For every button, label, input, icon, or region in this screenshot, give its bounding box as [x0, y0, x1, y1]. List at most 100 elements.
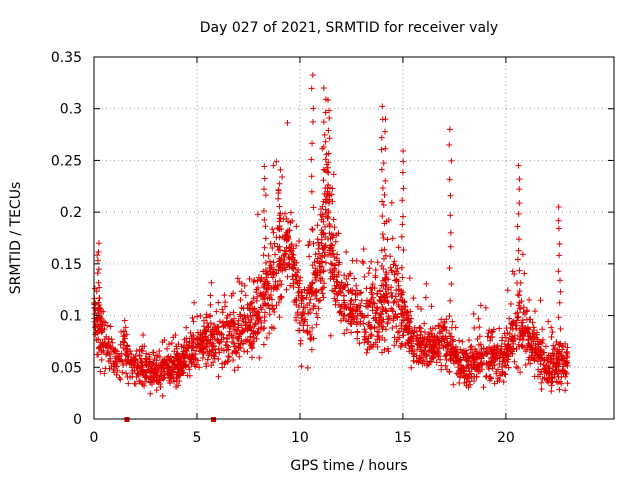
- data-point: [277, 166, 284, 173]
- data-point: [557, 325, 564, 332]
- data-point: [380, 234, 387, 241]
- data-point: [400, 147, 407, 154]
- data-point: [410, 357, 417, 364]
- data-point: [273, 158, 280, 165]
- data-point: [330, 250, 337, 257]
- data-point: [297, 320, 304, 327]
- data-point: [322, 138, 329, 145]
- data-point: [279, 173, 286, 180]
- data-point: [254, 211, 261, 218]
- data-point: [341, 312, 348, 319]
- data-point: [400, 213, 407, 220]
- data-point: [276, 180, 283, 187]
- data-point: [504, 287, 511, 294]
- data-point: [514, 223, 521, 230]
- data-point: [117, 376, 124, 383]
- data-point: [153, 387, 160, 394]
- data-point: [514, 256, 521, 263]
- data-point: [507, 300, 514, 307]
- data-point: [322, 223, 329, 230]
- data-point: [513, 325, 520, 332]
- data-point: [242, 292, 249, 299]
- data-point: [308, 346, 315, 353]
- data-point: [516, 292, 523, 299]
- data-point: [235, 364, 242, 371]
- data-point: [246, 275, 253, 282]
- data-points: [91, 72, 571, 399]
- data-point: [382, 116, 389, 123]
- data-point: [388, 289, 395, 296]
- data-point: [548, 388, 555, 395]
- data-point: [321, 131, 328, 138]
- data-point: [446, 176, 453, 183]
- data-point: [351, 275, 358, 282]
- data-point: [516, 200, 523, 207]
- data-point: [379, 103, 386, 110]
- data-point: [453, 370, 460, 377]
- data-point: [262, 235, 269, 242]
- data-point: [556, 277, 563, 284]
- data-point: [314, 314, 321, 321]
- data-point: [358, 289, 365, 296]
- data-point: [447, 212, 454, 219]
- data-point: [341, 330, 348, 337]
- data-point: [261, 244, 268, 251]
- data-point: [264, 270, 271, 277]
- data-point: [319, 290, 326, 297]
- data-point: [393, 323, 400, 330]
- data-point: [399, 197, 406, 204]
- data-point: [260, 341, 267, 348]
- data-point: [514, 280, 521, 287]
- data-point: [379, 213, 386, 220]
- data-point: [216, 318, 223, 325]
- data-point: [374, 259, 381, 266]
- data-point: [382, 145, 389, 152]
- data-point: [556, 240, 563, 247]
- data-point: [485, 330, 492, 337]
- y-tick-label: 0.25: [51, 153, 82, 169]
- data-point: [309, 118, 316, 125]
- data-point: [556, 252, 563, 259]
- data-point: [382, 128, 389, 135]
- data-point: [320, 85, 327, 92]
- data-point: [555, 314, 562, 321]
- data-point: [293, 223, 300, 230]
- data-point: [514, 314, 521, 321]
- data-point: [310, 105, 317, 112]
- data-point: [496, 325, 503, 332]
- data-point: [110, 366, 117, 373]
- data-point: [221, 292, 228, 299]
- data-point: [450, 381, 457, 388]
- data-point: [408, 364, 415, 371]
- data-point: [272, 251, 279, 258]
- data-point: [308, 156, 315, 163]
- data-point: [263, 334, 270, 341]
- data-point: [261, 313, 268, 320]
- data-point: [347, 297, 354, 304]
- data-point: [330, 216, 337, 223]
- data-point: [237, 296, 244, 303]
- data-point: [159, 392, 166, 399]
- data-point: [537, 297, 544, 304]
- y-tick-label: 0.1: [60, 309, 82, 325]
- data-point: [556, 299, 563, 306]
- data-point: [261, 175, 268, 182]
- data-point: [446, 313, 453, 320]
- data-point: [140, 331, 147, 338]
- data-point: [527, 360, 534, 367]
- data-point: [309, 140, 316, 147]
- data-point: [298, 363, 305, 370]
- data-point: [330, 171, 337, 178]
- data-point: [456, 337, 463, 344]
- data-point: [378, 166, 385, 173]
- data-point: [361, 273, 368, 280]
- data-point: [95, 266, 102, 273]
- data-point: [410, 295, 417, 302]
- data-point: [438, 366, 445, 373]
- data-point: [94, 270, 101, 277]
- data-point: [270, 162, 277, 169]
- data-point: [289, 265, 296, 272]
- data-point: [446, 265, 453, 272]
- data-point: [563, 349, 570, 356]
- data-point: [261, 163, 268, 170]
